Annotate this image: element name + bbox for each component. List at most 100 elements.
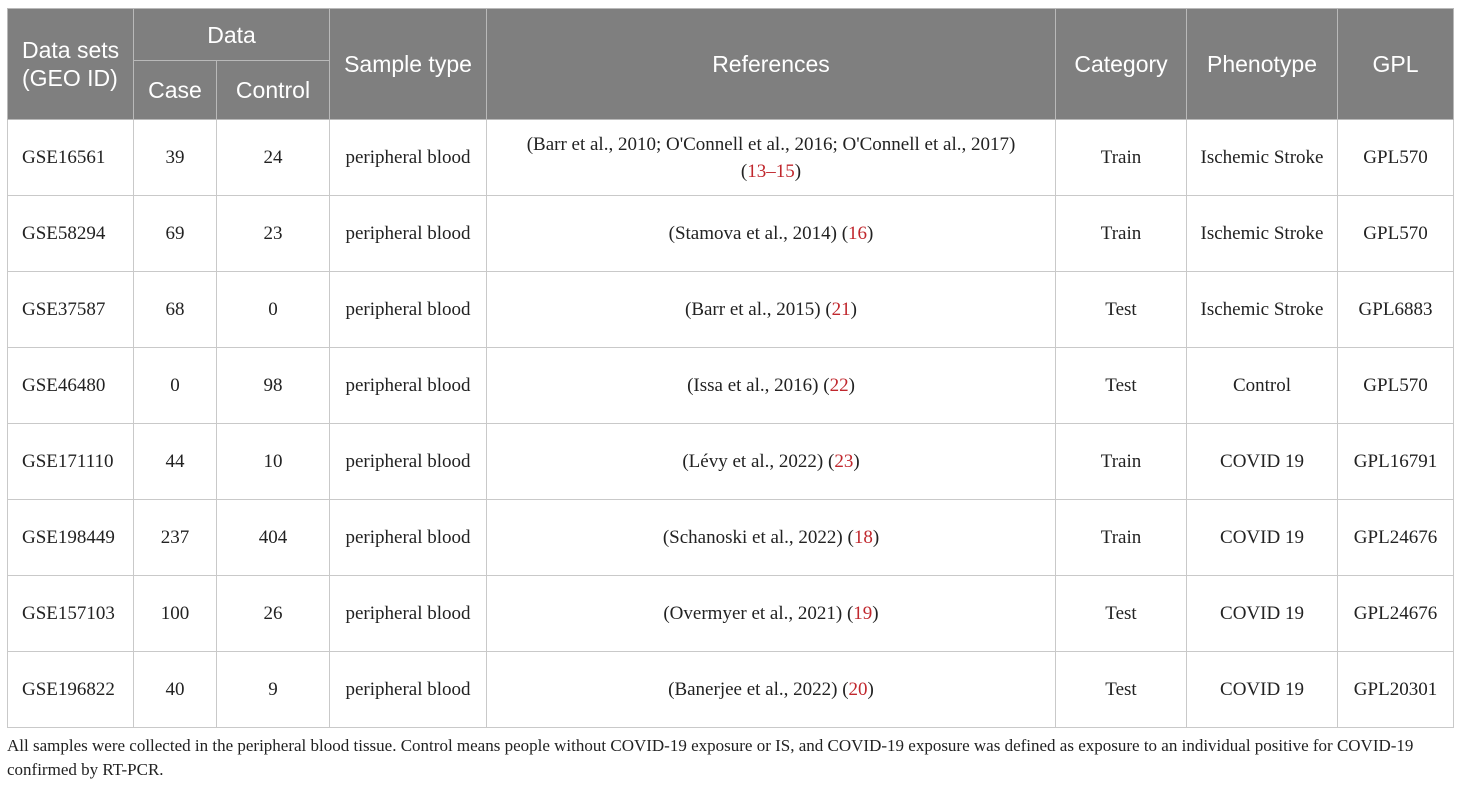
cell-gpl: GPL6883	[1337, 271, 1454, 348]
cell-references: (Lévy et al., 2022) (23)	[486, 423, 1056, 500]
cell-sample-type: peripheral blood	[329, 195, 487, 272]
cell-dataset-id: GSE157103	[7, 575, 134, 652]
cell-sample-type: peripheral blood	[329, 575, 487, 652]
citation-link[interactable]: 13–15	[747, 160, 795, 182]
header-gpl: GPL	[1337, 8, 1454, 120]
cell-dataset-id: GSE16561	[7, 119, 134, 196]
cell-phenotype: Ischemic Stroke	[1186, 195, 1338, 272]
cell-case: 39	[133, 119, 217, 196]
cell-references: (Banerjee et al., 2022) (20)	[486, 651, 1056, 728]
header-category: Category	[1055, 8, 1187, 120]
cell-control: 26	[216, 575, 330, 652]
citation-link[interactable]: 18	[853, 527, 873, 548]
header-datasets: Data sets (GEO ID)	[7, 8, 134, 120]
cell-dataset-id: GSE46480	[7, 347, 134, 424]
cell-control: 404	[216, 499, 330, 576]
table-row: GSE46480 0 98 peripheral blood (Issa et …	[7, 347, 1454, 424]
cell-dataset-id: GSE58294	[7, 195, 134, 272]
table-row: GSE198449 237 404 peripheral blood (Scha…	[7, 499, 1454, 576]
cell-case: 0	[133, 347, 217, 424]
cell-references: (Stamova et al., 2014) (16)	[486, 195, 1056, 272]
reference-text: (Overmyer et al., 2021)	[663, 603, 843, 624]
cell-sample-type: peripheral blood	[329, 423, 487, 500]
cell-control: 24	[216, 119, 330, 196]
cell-references: (Overmyer et al., 2021) (19)	[486, 575, 1056, 652]
header-sample-type: Sample type	[329, 8, 487, 120]
cell-phenotype: COVID 19	[1186, 423, 1338, 500]
cell-gpl: GPL24676	[1337, 499, 1454, 576]
cell-control: 9	[216, 651, 330, 728]
table-row: GSE171110 44 10 peripheral blood (Lévy e…	[7, 423, 1454, 500]
cell-category: Test	[1055, 575, 1187, 652]
reference-text: (Banerjee et al., 2022)	[668, 679, 838, 700]
cell-category: Test	[1055, 651, 1187, 728]
cell-category: Test	[1055, 271, 1187, 348]
cell-phenotype: COVID 19	[1186, 651, 1338, 728]
table-row: GSE16561 39 24 peripheral blood (Barr et…	[7, 119, 1454, 196]
cell-phenotype: Control	[1186, 347, 1338, 424]
cell-gpl: GPL570	[1337, 119, 1454, 196]
cell-category: Train	[1055, 499, 1187, 576]
cell-dataset-id: GSE171110	[7, 423, 134, 500]
reference-text: (Lévy et al., 2022)	[682, 451, 824, 472]
table-body: GSE16561 39 24 peripheral blood (Barr et…	[7, 119, 1454, 728]
cell-sample-type: peripheral blood	[329, 119, 487, 196]
cell-control: 23	[216, 195, 330, 272]
cell-case: 237	[133, 499, 217, 576]
cell-category: Train	[1055, 119, 1187, 196]
citation-link[interactable]: 23	[834, 451, 854, 472]
cell-dataset-id: GSE196822	[7, 651, 134, 728]
cell-phenotype: Ischemic Stroke	[1186, 119, 1338, 196]
cell-control: 0	[216, 271, 330, 348]
reference-text: (Schanoski et al., 2022)	[662, 527, 843, 548]
header-control: Control	[216, 60, 330, 120]
cell-category: Test	[1055, 347, 1187, 424]
cell-phenotype: COVID 19	[1186, 575, 1338, 652]
table-container: Data sets (GEO ID) Data Sample type Refe…	[7, 7, 1454, 728]
cell-sample-type: peripheral blood	[329, 347, 487, 424]
cell-references: (Issa et al., 2016) (22)	[486, 347, 1056, 424]
table-row: GSE58294 69 23 peripheral blood (Stamova…	[7, 195, 1454, 272]
cell-case: 69	[133, 195, 217, 272]
cell-dataset-id: GSE198449	[7, 499, 134, 576]
cell-phenotype: Ischemic Stroke	[1186, 271, 1338, 348]
citation-link[interactable]: 20	[848, 679, 868, 700]
datasets-table: Data sets (GEO ID) Data Sample type Refe…	[7, 7, 1454, 728]
header-references: References	[486, 8, 1056, 120]
cell-phenotype: COVID 19	[1186, 499, 1338, 576]
cell-references: (Schanoski et al., 2022) (18)	[486, 499, 1056, 576]
table-row: GSE157103 100 26 peripheral blood (Overm…	[7, 575, 1454, 652]
cell-gpl: GPL16791	[1337, 423, 1454, 500]
header-data: Data	[133, 7, 330, 62]
cell-gpl: GPL570	[1337, 195, 1454, 272]
cell-dataset-id: GSE37587	[7, 271, 134, 348]
cell-sample-type: peripheral blood	[329, 651, 487, 728]
citation-link[interactable]: 16	[848, 223, 868, 244]
cell-sample-type: peripheral blood	[329, 271, 487, 348]
cell-gpl: GPL24676	[1337, 575, 1454, 652]
citation-link[interactable]: 19	[853, 603, 873, 624]
cell-gpl: GPL570	[1337, 347, 1454, 424]
cell-category: Train	[1055, 423, 1187, 500]
cell-case: 68	[133, 271, 217, 348]
table-header: Data sets (GEO ID) Data Sample type Refe…	[7, 7, 1454, 120]
reference-text: (Stamova et al., 2014)	[668, 223, 837, 244]
reference-text: (Issa et al., 2016)	[687, 375, 819, 396]
citation-link[interactable]: 21	[831, 299, 851, 320]
reference-text: (Barr et al., 2010; O'Connell et al., 20…	[526, 133, 1016, 155]
cell-references: (Barr et al., 2015) (21)	[486, 271, 1056, 348]
header-phenotype: Phenotype	[1186, 8, 1338, 120]
table-footnote: All samples were collected in the periph…	[7, 736, 1414, 779]
cell-case: 40	[133, 651, 217, 728]
cell-references: (Barr et al., 2010; O'Connell et al., 20…	[486, 119, 1056, 196]
cell-gpl: GPL20301	[1337, 651, 1454, 728]
table-row: GSE37587 68 0 peripheral blood (Barr et …	[7, 271, 1454, 348]
citation-link[interactable]: 22	[829, 375, 849, 396]
cell-case: 100	[133, 575, 217, 652]
header-case: Case	[133, 60, 217, 120]
reference-text: (Barr et al., 2015)	[685, 299, 821, 320]
cell-category: Train	[1055, 195, 1187, 272]
cell-control: 10	[216, 423, 330, 500]
cell-case: 44	[133, 423, 217, 500]
cell-control: 98	[216, 347, 330, 424]
